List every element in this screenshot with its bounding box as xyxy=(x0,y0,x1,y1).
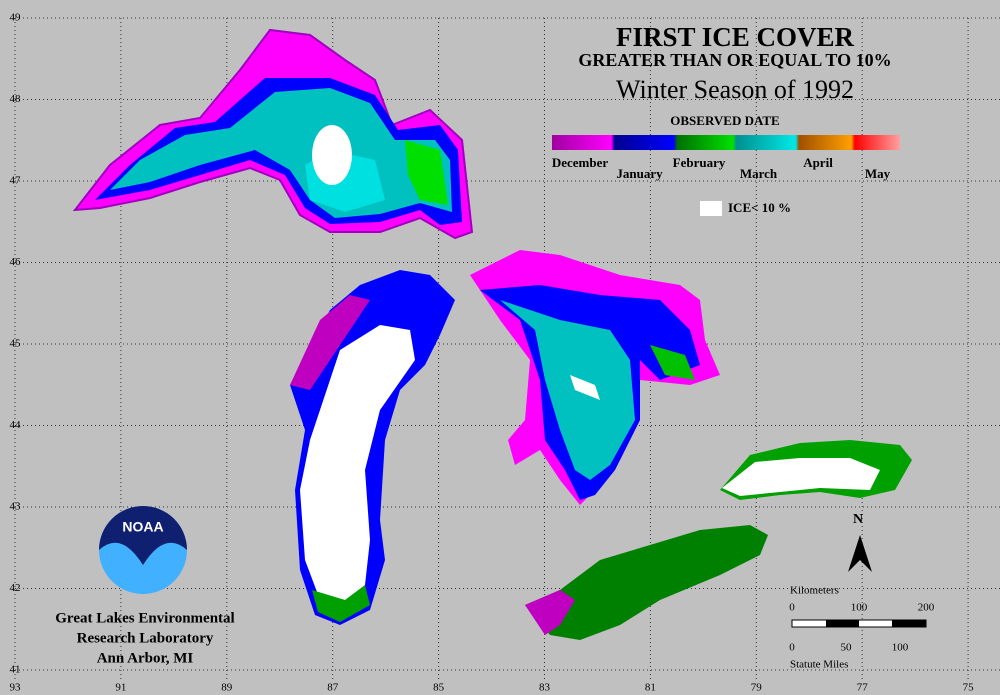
legend-month: April xyxy=(803,155,833,170)
mi-tick-label: 0 xyxy=(789,642,795,654)
lab-line: Great Lakes Environmental xyxy=(55,610,234,626)
km-tick-label: 200 xyxy=(918,602,935,614)
logo-text: NOAA xyxy=(122,519,163,535)
longitude-label: 83 xyxy=(539,682,551,694)
legend-month: December xyxy=(552,155,609,170)
latitude-label: 41 xyxy=(10,664,21,676)
noaa-logo: NOAA xyxy=(99,506,187,594)
lake-ontario xyxy=(720,440,912,500)
longitude-label: 79 xyxy=(751,682,763,694)
lake-huron xyxy=(470,250,720,505)
latitude-label: 44 xyxy=(10,419,22,431)
km-label: Kilometers xyxy=(790,585,839,597)
north-arrow xyxy=(848,535,872,572)
legend-low-ice: ICE< 10 % xyxy=(728,200,791,215)
lab-line: Research Laboratory xyxy=(77,630,214,646)
legend-title: OBSERVED DATE xyxy=(670,113,779,128)
latitude-label: 46 xyxy=(10,256,22,268)
lake-superior xyxy=(72,28,474,240)
legend-month: January xyxy=(616,166,663,181)
longitude-label: 77 xyxy=(857,682,869,694)
latitude-label: 47 xyxy=(10,175,22,187)
km-tick-label: 100 xyxy=(851,602,868,614)
scale-labels: 0 100 200 0 50 100 xyxy=(789,602,935,654)
latitude-label: 43 xyxy=(10,501,22,513)
longitude-label: 81 xyxy=(645,682,656,694)
latitude-label: 48 xyxy=(10,93,22,105)
longitude-label: 93 xyxy=(10,682,22,694)
latitude-label: 42 xyxy=(10,582,21,594)
season: Winter Season of 1992 xyxy=(616,75,854,104)
subtitle: GREATER THAN OR EQUAL TO 10% xyxy=(578,50,891,70)
latitude-label: 45 xyxy=(10,338,22,350)
title: FIRST ICE COVER xyxy=(616,22,855,52)
lab-line: Ann Arbor, MI xyxy=(97,650,194,666)
lake-michigan xyxy=(290,270,455,625)
legend-swatch xyxy=(700,201,722,216)
scale-bar xyxy=(791,619,927,628)
mi-tick-label: 50 xyxy=(841,642,853,654)
longitude-label: 91 xyxy=(115,682,126,694)
north-label: N xyxy=(853,512,863,527)
lake-erie xyxy=(525,525,768,640)
longitude-label: 87 xyxy=(327,682,339,694)
legend-month: May xyxy=(865,166,891,181)
legend-month: February xyxy=(673,155,726,170)
longitude-label: 85 xyxy=(433,682,445,694)
legend-color-bar xyxy=(552,135,900,150)
km-tick-label: 0 xyxy=(789,602,795,614)
legend-months: December January February March April May xyxy=(552,155,891,181)
mi-tick-label: 100 xyxy=(892,642,909,654)
longitude-label: 89 xyxy=(221,682,233,694)
longitude-label: 75 xyxy=(963,682,975,694)
latitude-label: 49 xyxy=(10,12,22,24)
legend-month: March xyxy=(740,166,778,181)
mi-label: Statute Miles xyxy=(790,659,848,671)
lab-name: Great Lakes Environmental Research Labora… xyxy=(55,610,234,666)
